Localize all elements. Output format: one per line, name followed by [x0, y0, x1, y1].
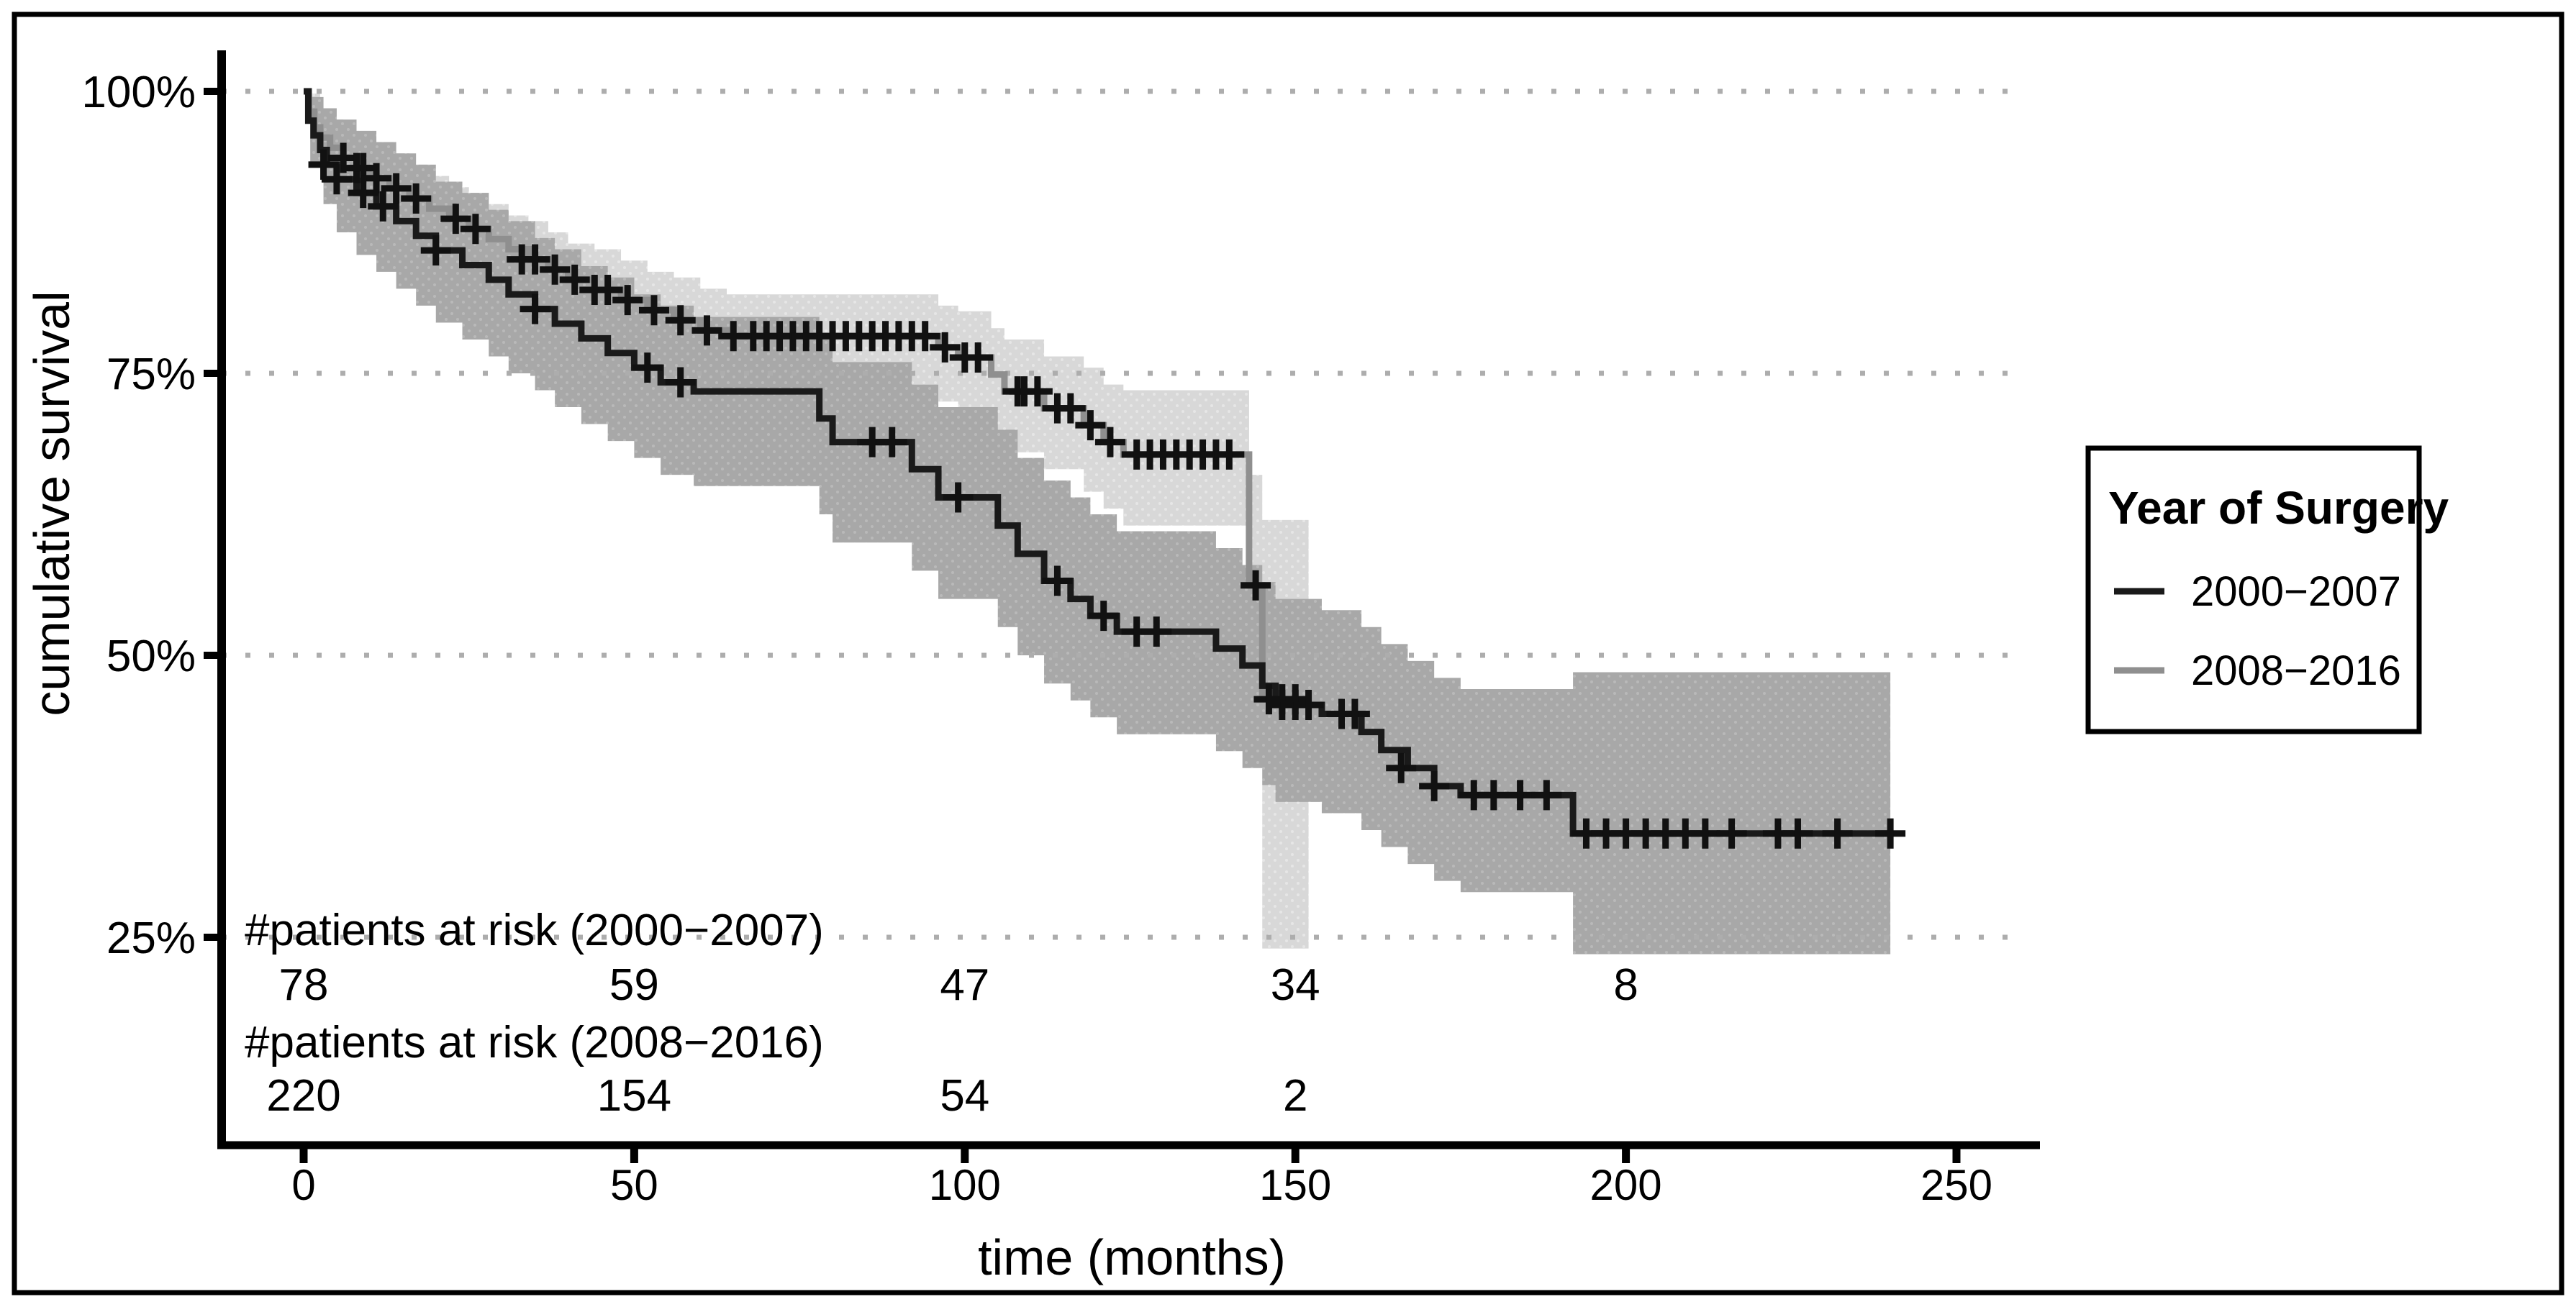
y-axis-ticks [204, 88, 218, 941]
y-axis-tick-labels: 100% 75% 50% 25% [81, 68, 196, 963]
risk-count: 2 [1283, 1071, 1307, 1121]
risk-table-label-2000-2007: #patients at risk (2000−2007) [245, 906, 824, 955]
censors-2000-2007 [308, 149, 1906, 849]
x-axis-tick-labels: 0 50 100 150 200 250 [291, 1161, 1992, 1209]
risk-count: 154 [597, 1071, 671, 1121]
risk-table-values-2008-2016: 220 154 54 2 [266, 1071, 1307, 1121]
risk-count: 59 [609, 960, 659, 1010]
legend-label-2008-2016: 2008−2016 [2191, 647, 2401, 694]
figure-border [12, 12, 2564, 1295]
risk-count: 47 [940, 960, 989, 1010]
legend-label-2000-2007: 2000−2007 [2191, 568, 2401, 615]
x-tick-label-50: 50 [610, 1161, 658, 1209]
risk-count: 8 [1613, 960, 1638, 1010]
x-tick-label-250: 250 [1920, 1161, 1992, 1209]
axes [217, 50, 2040, 1149]
x-tick-label-100: 100 [929, 1161, 1001, 1209]
legend-title: Year of Surgery [2108, 482, 2449, 534]
risk-table: #patients at risk (2000−2007) 78 59 47 34 8 … [245, 906, 1638, 1121]
risk-count: 78 [279, 960, 329, 1010]
y-tick-label-25: 25% [106, 914, 196, 963]
ci-band-2000-2007 [304, 91, 1891, 955]
risk-count: 220 [266, 1071, 340, 1121]
risk-count: 34 [1271, 960, 1320, 1010]
risk-table-values-2000-2007: 78 59 47 34 8 [279, 960, 1638, 1010]
x-tick-label-150: 150 [1259, 1161, 1331, 1209]
legend: Year of Surgery 2000−2007 2008−2016 [2085, 445, 2449, 734]
x-axis-title: time (months) [978, 1229, 1286, 1285]
y-axis-title: cumulative survival [24, 291, 80, 716]
risk-count: 54 [940, 1071, 989, 1121]
x-tick-label-200: 200 [1590, 1161, 1662, 1209]
y-tick-label-100: 100% [81, 68, 196, 117]
x-axis-ticks [299, 1149, 1961, 1163]
confidence-bands [304, 91, 1891, 955]
censor-marks [308, 142, 1906, 849]
y-tick-label-50: 50% [106, 632, 196, 681]
y-tick-label-75: 75% [106, 350, 196, 399]
risk-table-label-2008-2016: #patients at risk (2008−2016) [245, 1018, 824, 1067]
x-tick-label-0: 0 [291, 1161, 315, 1209]
